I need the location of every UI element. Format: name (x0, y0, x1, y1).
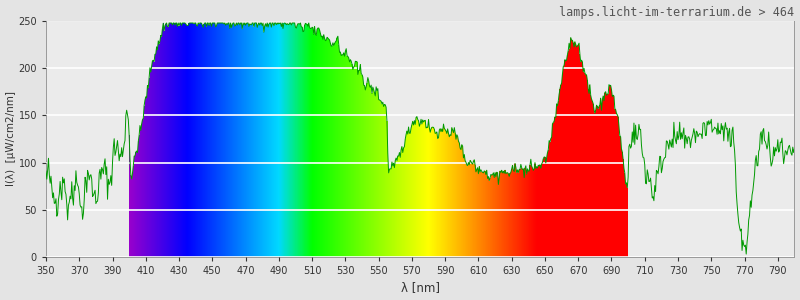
X-axis label: λ [nm]: λ [nm] (401, 281, 440, 294)
Text: lamps.licht-im-terrarium.de > 464: lamps.licht-im-terrarium.de > 464 (559, 6, 794, 19)
Y-axis label: I(λ)  [µW/cm2/nm]: I(λ) [µW/cm2/nm] (6, 92, 15, 187)
